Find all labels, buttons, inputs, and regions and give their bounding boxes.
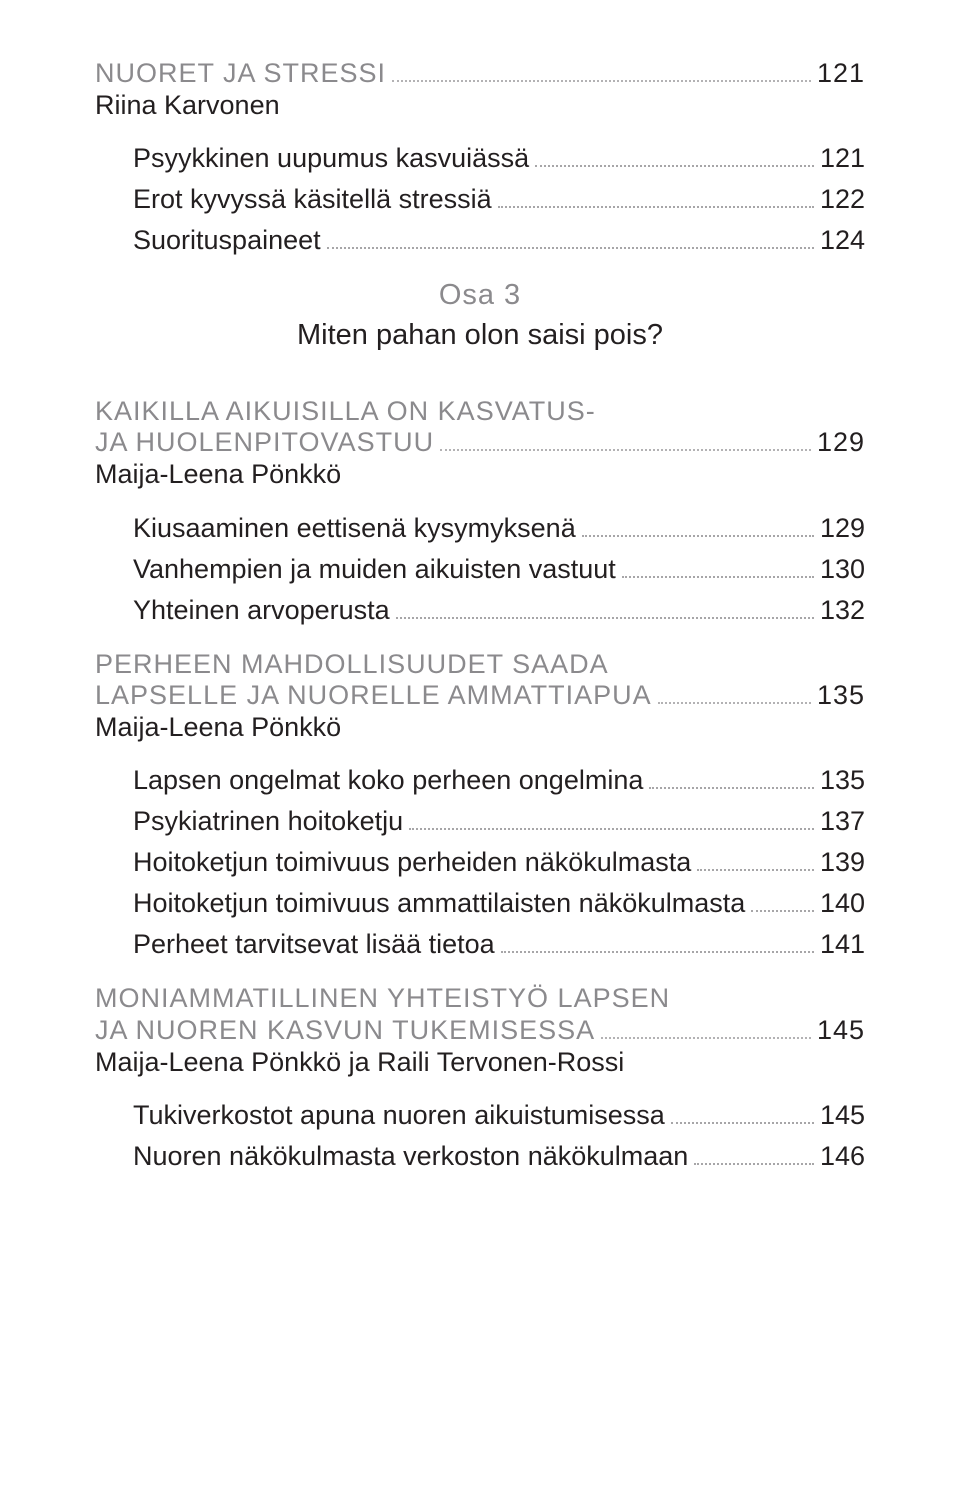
page-number: 137 xyxy=(820,808,865,835)
toc-entry: Erot kyvyssä käsitellä stressiä 122 xyxy=(95,186,865,213)
page-number: 145 xyxy=(817,1017,865,1044)
dot-leader xyxy=(751,898,814,913)
entry-label: Psykiatrinen hoitoketju xyxy=(133,808,403,835)
entry-label: Hoitoketjun toimivuus perheiden näkökulm… xyxy=(133,849,691,876)
dot-leader xyxy=(535,153,814,168)
toc-entry: Kiusaaminen eettisenä kysymyksenä 129 xyxy=(95,515,865,542)
entry-label: Perheet tarvitsevat lisää tietoa xyxy=(133,931,495,958)
entry-label: Suorituspaineet xyxy=(133,227,321,254)
toc-entry: Suorituspaineet 124 xyxy=(95,227,865,254)
page-number: 141 xyxy=(820,931,865,958)
toc-chapter: PERHEEN MAHDOLLISUUDET SAADA LAPSELLE JA… xyxy=(95,646,865,959)
chapter-title: LAPSELLE JA NUORELLE AMMATTIAPUA xyxy=(95,682,652,709)
chapter-title-row: JA HUOLENPITOVASTUU 129 xyxy=(95,429,865,456)
entry-label: Erot kyvyssä käsitellä stressiä xyxy=(133,186,492,213)
chapter-author: Maija-Leena Pönkkö xyxy=(95,709,865,745)
toc-entry: Vanhempien ja muiden aikuisten vastuut 1… xyxy=(95,556,865,583)
dot-leader xyxy=(498,194,814,209)
entry-label: Tukiverkostot apuna nuoren aikuistumises… xyxy=(133,1102,665,1129)
entry-label: Vanhempien ja muiden aikuisten vastuut xyxy=(133,556,616,583)
page-number: 129 xyxy=(817,429,865,456)
page-number: 146 xyxy=(820,1143,865,1170)
dot-leader xyxy=(697,857,814,872)
page-number: 122 xyxy=(820,186,865,213)
entry-label: Kiusaaminen eettisenä kysymyksenä xyxy=(133,515,576,542)
page-number: 145 xyxy=(820,1102,865,1129)
entry-label: Nuoren näkökulmasta verkoston näkökulmaa… xyxy=(133,1143,688,1170)
dot-leader xyxy=(601,1024,811,1039)
page-number: 124 xyxy=(820,227,865,254)
page-number: 140 xyxy=(820,890,865,917)
page-number: 139 xyxy=(820,849,865,876)
chapter-title-line1: MONIAMMATILLINEN YHTEISTYÖ LAPSEN xyxy=(95,980,865,1016)
toc-entry: Tukiverkostot apuna nuoren aikuistumises… xyxy=(95,1102,865,1129)
dot-leader xyxy=(392,67,811,82)
chapter-title-row: JA NUOREN KASVUN TUKEMISESSA 145 xyxy=(95,1017,865,1044)
dot-leader xyxy=(658,689,811,704)
entry-label: Psyykkinen uupumus kasvuiässä xyxy=(133,145,529,172)
page-number: 135 xyxy=(820,767,865,794)
entry-label: Yhteinen arvoperusta xyxy=(133,597,390,624)
toc-chapter: NUORET JA STRESSI 121 Riina Karvonen Psy… xyxy=(95,60,865,254)
dot-leader xyxy=(396,604,814,619)
page-number: 121 xyxy=(817,60,865,87)
chapter-title: JA HUOLENPITOVASTUU xyxy=(95,429,434,456)
part-title: Miten pahan olon saisi pois? xyxy=(95,316,865,355)
dot-leader xyxy=(622,563,814,578)
table-of-contents: NUORET JA STRESSI 121 Riina Karvonen Psy… xyxy=(95,60,865,1170)
dot-leader xyxy=(440,436,811,451)
toc-chapter: MONIAMMATILLINEN YHTEISTYÖ LAPSEN JA NUO… xyxy=(95,980,865,1170)
toc-entry: Nuoren näkökulmasta verkoston näkökulmaa… xyxy=(95,1143,865,1170)
part-heading: Osa 3 Miten pahan olon saisi pois? xyxy=(95,276,865,354)
page-number: 129 xyxy=(820,515,865,542)
dot-leader xyxy=(671,1110,814,1125)
dot-leader xyxy=(694,1151,814,1166)
dot-leader xyxy=(327,235,814,250)
dot-leader xyxy=(409,816,814,831)
toc-entry: Psykiatrinen hoitoketju 137 xyxy=(95,808,865,835)
chapter-title-line1: KAIKILLA AIKUISILLA ON KASVATUS- xyxy=(95,393,865,429)
dot-leader xyxy=(582,522,814,537)
dot-leader xyxy=(501,939,814,954)
toc-entry: Psyykkinen uupumus kasvuiässä 121 xyxy=(95,145,865,172)
toc-entry: Lapsen ongelmat koko perheen ongelmina 1… xyxy=(95,767,865,794)
page-number: 121 xyxy=(820,145,865,172)
part-label: Osa 3 xyxy=(95,276,865,315)
chapter-title: NUORET JA STRESSI xyxy=(95,60,386,87)
entry-label: Hoitoketjun toimivuus ammattilaisten näk… xyxy=(133,890,745,917)
chapter-author: Riina Karvonen xyxy=(95,87,865,123)
chapter-title-line1: PERHEEN MAHDOLLISUUDET SAADA xyxy=(95,646,865,682)
chapter-title-row: LAPSELLE JA NUORELLE AMMATTIAPUA 135 xyxy=(95,682,865,709)
chapter-title-row: NUORET JA STRESSI 121 xyxy=(95,60,865,87)
toc-entry: Hoitoketjun toimivuus ammattilaisten näk… xyxy=(95,890,865,917)
chapter-author: Maija-Leena Pönkkö ja Raili Tervonen-Ros… xyxy=(95,1044,865,1080)
page-number: 135 xyxy=(817,682,865,709)
toc-entry: Yhteinen arvoperusta 132 xyxy=(95,597,865,624)
toc-chapter: KAIKILLA AIKUISILLA ON KASVATUS- JA HUOL… xyxy=(95,393,865,624)
page-number: 130 xyxy=(820,556,865,583)
chapter-author: Maija-Leena Pönkkö xyxy=(95,456,865,492)
entry-label: Lapsen ongelmat koko perheen ongelmina xyxy=(133,767,643,794)
toc-entry: Hoitoketjun toimivuus perheiden näkökulm… xyxy=(95,849,865,876)
dot-leader xyxy=(649,775,814,790)
page-number: 132 xyxy=(820,597,865,624)
toc-entry: Perheet tarvitsevat lisää tietoa 141 xyxy=(95,931,865,958)
chapter-title: JA NUOREN KASVUN TUKEMISESSA xyxy=(95,1017,595,1044)
